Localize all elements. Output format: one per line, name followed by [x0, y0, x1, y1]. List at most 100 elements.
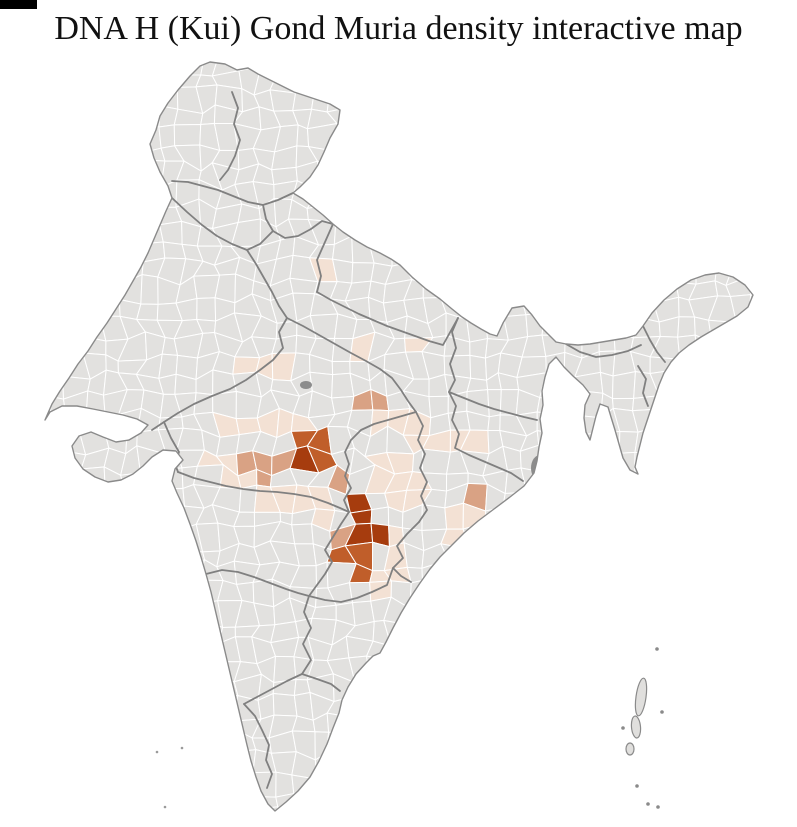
district-cell[interactable]: [107, 122, 124, 152]
district-cell[interactable]: [79, 673, 105, 701]
district-cell[interactable]: [162, 615, 186, 648]
district-cell[interactable]: [87, 293, 102, 323]
district-cell[interactable]: [747, 65, 775, 97]
district-cell[interactable]: [444, 102, 471, 130]
district-cell[interactable]: [708, 740, 732, 758]
district-cell[interactable]: [559, 284, 583, 305]
district-cell[interactable]: [616, 297, 642, 318]
district-cell[interactable]: [554, 673, 586, 702]
district-cell[interactable]: [46, 256, 70, 287]
district-cell[interactable]: [633, 162, 655, 188]
district-cell[interactable]: [462, 795, 487, 814]
district-cell[interactable]: [537, 502, 567, 529]
district-cell[interactable]: [139, 734, 165, 760]
district-cell[interactable]: [481, 693, 502, 718]
district-cell[interactable]: [768, 395, 792, 415]
district-cell[interactable]: [123, 559, 144, 589]
district-cell[interactable]: [401, 793, 431, 816]
district-cell[interactable]: [601, 224, 620, 247]
district-cell[interactable]: [525, 312, 545, 338]
district-cell[interactable]: [519, 712, 548, 737]
district-cell[interactable]: [629, 525, 662, 546]
district-cell[interactable]: [689, 657, 712, 685]
district-cell[interactable]: [526, 491, 539, 512]
district-cell[interactable]: [524, 147, 537, 170]
district-cell[interactable]: [138, 559, 167, 589]
district-cell[interactable]: [554, 696, 584, 720]
district-cell[interactable]: [462, 68, 491, 95]
district-cell[interactable]: [368, 108, 389, 132]
district-cell[interactable]: [424, 773, 445, 795]
district-cell[interactable]: [749, 274, 775, 306]
district-cell[interactable]: [544, 654, 562, 684]
district-cell[interactable]: [711, 807, 736, 827]
district-cell[interactable]: [178, 729, 205, 759]
district-cell[interactable]: [29, 448, 49, 467]
district-cell[interactable]: [370, 506, 390, 527]
district-cell[interactable]: [668, 657, 697, 685]
district-cell[interactable]: [725, 711, 754, 742]
district-cell[interactable]: [574, 179, 597, 207]
district-cell[interactable]: [503, 752, 528, 774]
district-cell[interactable]: [727, 394, 748, 416]
district-cell[interactable]: [535, 735, 562, 761]
district-cell[interactable]: [535, 581, 562, 608]
district-cell[interactable]: [80, 539, 101, 572]
district-cell[interactable]: [689, 579, 718, 610]
district-cell[interactable]: [744, 414, 769, 437]
district-cell[interactable]: [500, 559, 529, 591]
district-cell[interactable]: [518, 770, 545, 799]
district-cell[interactable]: [84, 582, 105, 604]
district-cell[interactable]: [771, 601, 791, 624]
district-cell[interactable]: [327, 166, 357, 188]
district-cell[interactable]: [677, 334, 698, 360]
district-cell[interactable]: [48, 733, 71, 755]
district-cell[interactable]: [43, 448, 64, 472]
district-cell[interactable]: [766, 640, 791, 658]
district-cell[interactable]: [765, 788, 789, 810]
district-cell[interactable]: [669, 786, 696, 812]
district-cell[interactable]: [724, 124, 747, 148]
district-cell[interactable]: [497, 197, 524, 228]
district-cell[interactable]: [687, 693, 716, 723]
district-cell[interactable]: [137, 488, 168, 508]
district-cell[interactable]: [24, 256, 52, 287]
district-cell[interactable]: [196, 769, 216, 800]
district-cell[interactable]: [746, 756, 771, 779]
district-cell[interactable]: [47, 162, 70, 182]
district-cell[interactable]: [79, 601, 105, 620]
district-cell[interactable]: [600, 484, 618, 509]
district-cell[interactable]: [503, 730, 528, 758]
district-cell[interactable]: [363, 787, 387, 815]
district-cell[interactable]: [405, 623, 432, 640]
district-cell[interactable]: [196, 753, 221, 775]
district-cell[interactable]: [269, 89, 297, 112]
district-cell[interactable]: [715, 450, 730, 475]
district-cell[interactable]: [674, 711, 689, 743]
district-cell[interactable]: [157, 524, 178, 552]
district-cell[interactable]: [534, 163, 560, 186]
district-cell[interactable]: [45, 372, 65, 400]
district-cell[interactable]: [686, 226, 717, 248]
district-cell[interactable]: [43, 179, 70, 211]
district-cell[interactable]: [184, 602, 204, 622]
district-cell[interactable]: [311, 604, 337, 621]
district-cell[interactable]: [613, 527, 641, 552]
district-cell[interactable]: [519, 695, 545, 715]
district-cell[interactable]: [80, 48, 105, 78]
district-cell[interactable]: [689, 67, 713, 97]
district-cell[interactable]: [768, 370, 792, 400]
district-cell[interactable]: [160, 559, 183, 584]
district-cell[interactable]: [686, 790, 717, 810]
district-cell[interactable]: [367, 68, 395, 96]
district-cell[interactable]: [709, 621, 728, 642]
district-cell[interactable]: [465, 47, 491, 72]
district-cell[interactable]: [100, 767, 129, 797]
district-cell[interactable]: [553, 160, 576, 186]
district-cell[interactable]: [633, 812, 652, 827]
district-cell[interactable]: [575, 90, 603, 109]
district-cell[interactable]: [408, 47, 431, 72]
district-cell[interactable]: [345, 65, 373, 96]
district-cell[interactable]: [706, 146, 729, 166]
district-cell[interactable]: [558, 606, 583, 628]
